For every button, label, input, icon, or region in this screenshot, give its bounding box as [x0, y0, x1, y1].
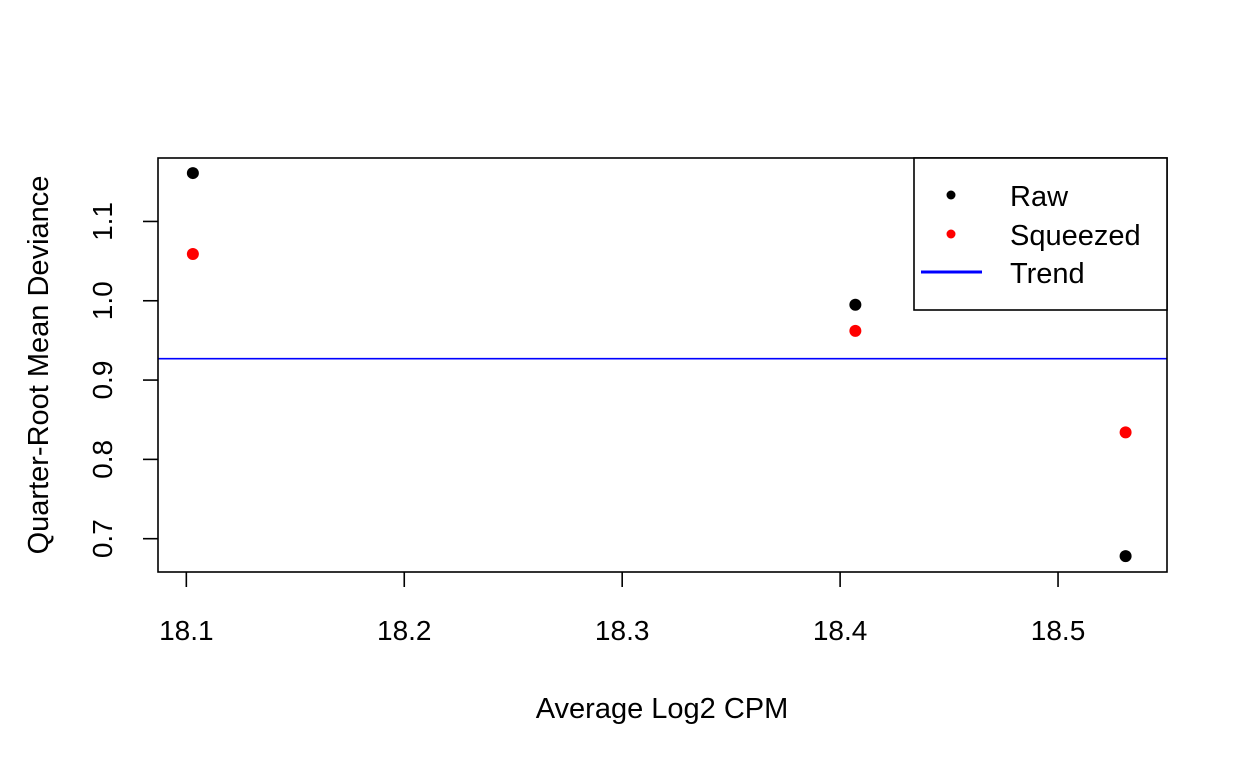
legend-box: [913, 157, 1168, 311]
legend-trend-label: Trend: [1010, 258, 1085, 290]
squeezed-point: [1119, 426, 1132, 439]
legend-raw-marker: [946, 190, 956, 200]
squeezed-point: [186, 247, 199, 260]
raw-point: [849, 298, 862, 311]
points-layer: [186, 167, 1132, 563]
raw-point: [186, 167, 199, 180]
x-tick-label: 18.1: [159, 615, 214, 646]
x-tick-label: 18.5: [1031, 615, 1086, 646]
squeezed-point: [849, 324, 862, 337]
legend-raw-label: Raw: [1010, 181, 1069, 213]
x-axis-label: Average Log2 CPM: [536, 693, 789, 725]
x-tick-label: 18.2: [377, 615, 432, 646]
plot-frame: [157, 157, 1168, 573]
x-tick-label: 18.4: [813, 615, 868, 646]
y-tick-label: 1.1: [87, 202, 118, 241]
y-tick-label: 1.0: [87, 281, 118, 320]
legend-squeezed-marker: [946, 229, 956, 239]
y-axis: 0.7 0.8 0.9 1.0 1.1: [87, 202, 158, 558]
legend: Raw Squeezed Trend: [913, 157, 1168, 311]
x-axis: 18.1 18.2 18.3 18.4 18.5: [159, 572, 1085, 646]
y-tick-label: 0.7: [87, 519, 118, 558]
x-tick-label: 18.3: [595, 615, 650, 646]
y-axis-label: Quarter-Root Mean Deviance: [23, 176, 55, 555]
legend-squeezed-label: Squeezed: [1010, 220, 1141, 252]
y-tick-label: 0.8: [87, 440, 118, 479]
y-tick-label: 0.9: [87, 361, 118, 400]
raw-point: [1119, 550, 1132, 563]
